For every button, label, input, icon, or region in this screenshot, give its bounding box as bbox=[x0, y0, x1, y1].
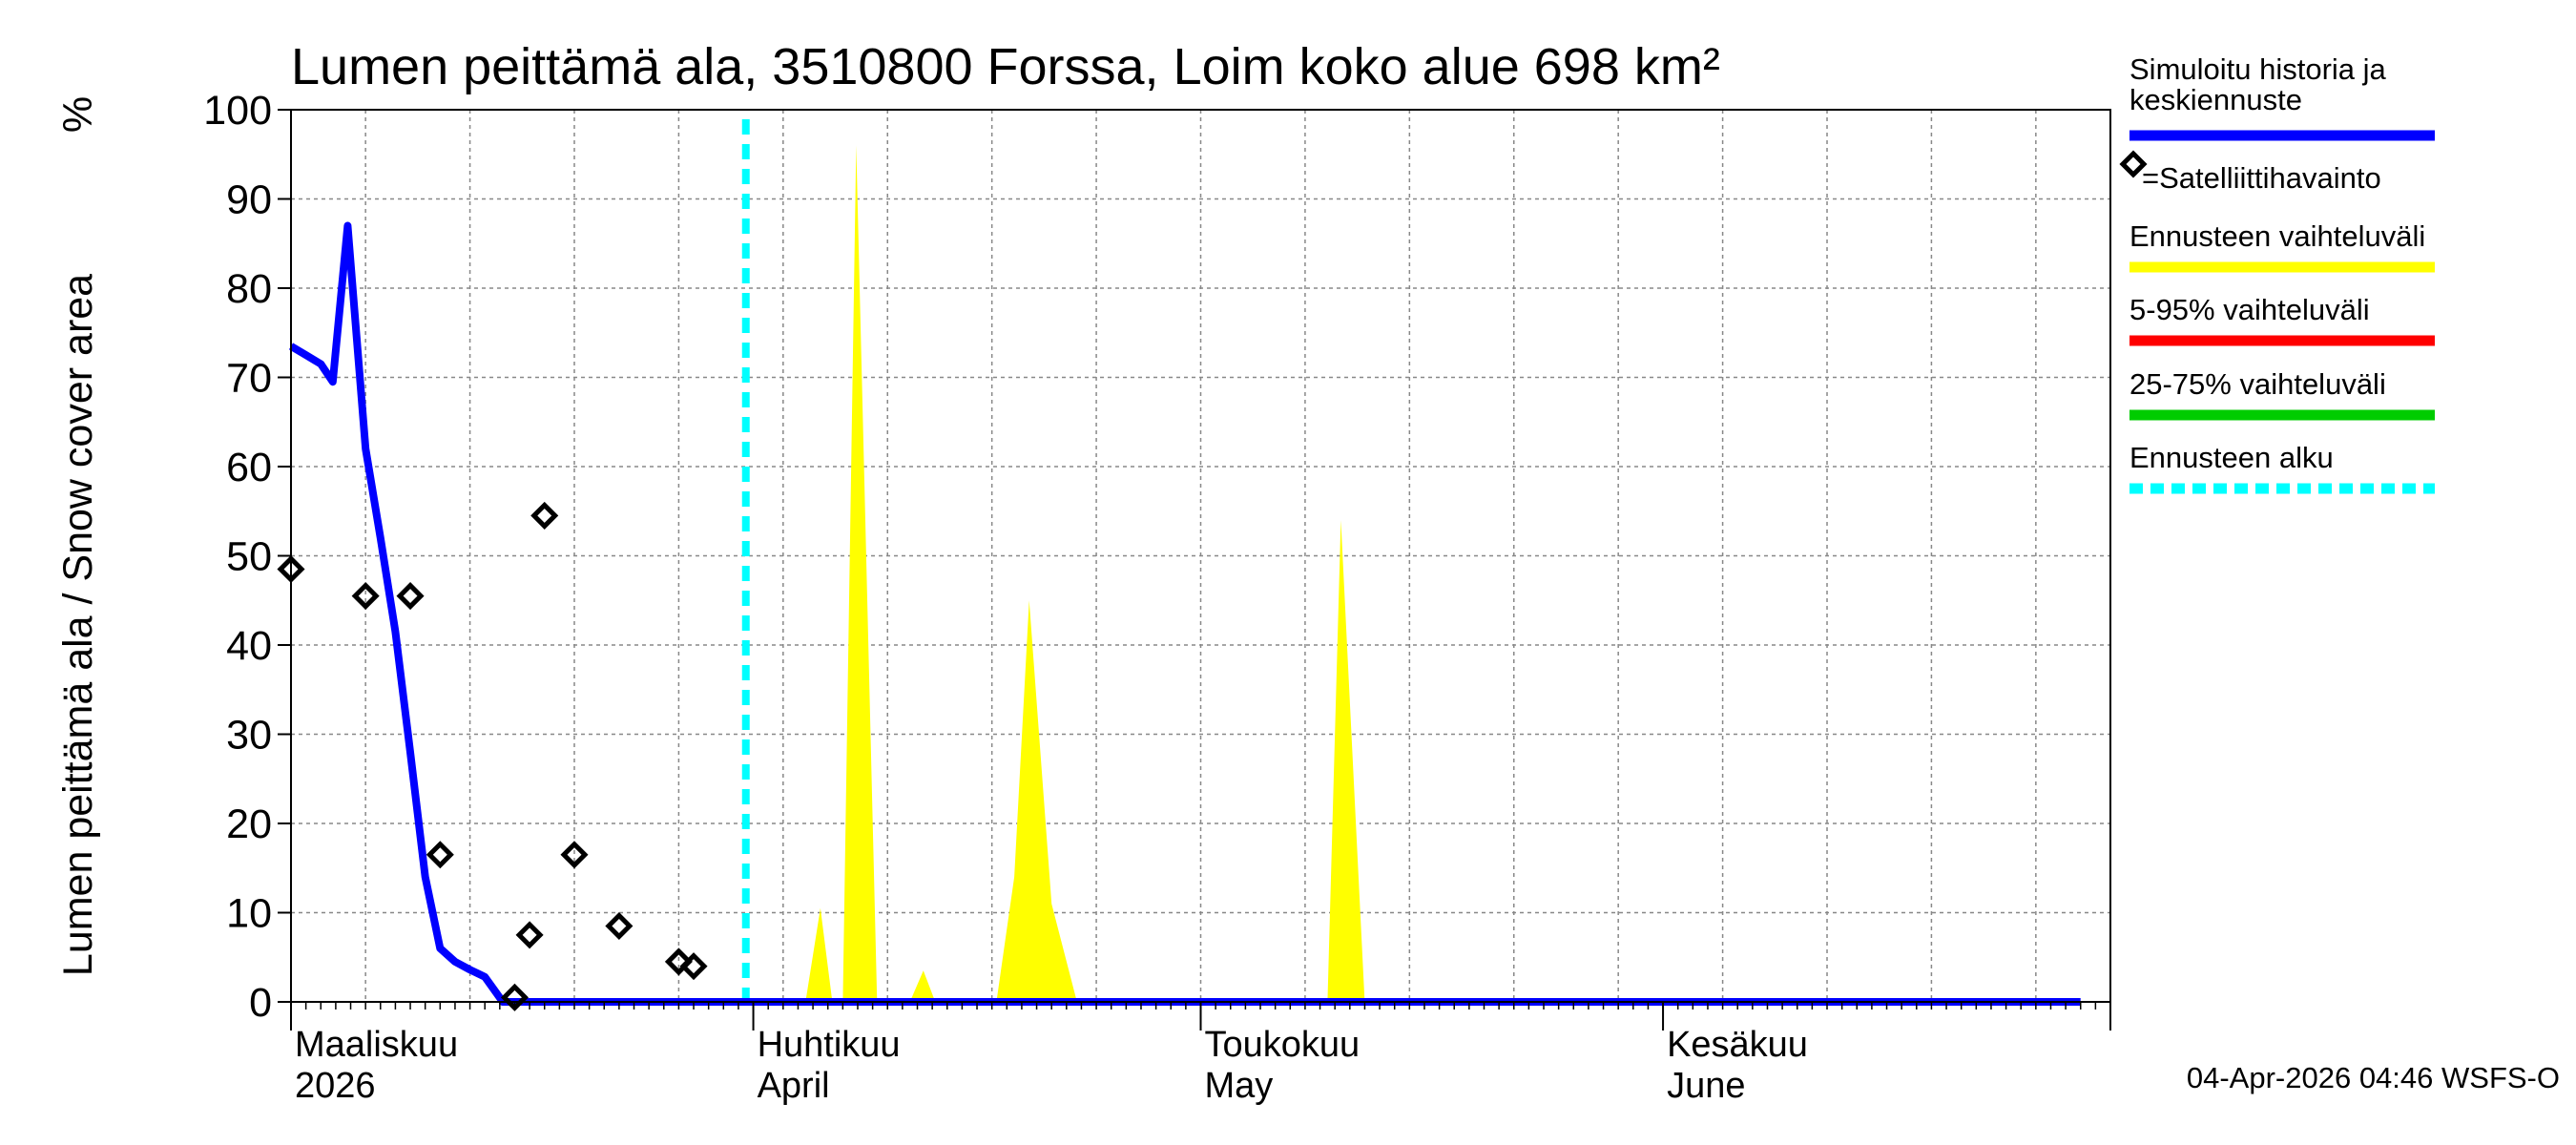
legend-label: Ennusteen alku bbox=[2129, 441, 2334, 474]
legend-label: =Satelliittihavainto bbox=[2142, 161, 2381, 195]
legend-label: 5-95% vaihteluväli bbox=[2129, 293, 2370, 326]
observation-markers bbox=[277, 501, 708, 1011]
observation-marker bbox=[515, 921, 544, 949]
grid-lines bbox=[291, 109, 2110, 1003]
legend-label: 25-75% vaihteluväli bbox=[2129, 367, 2386, 401]
y-tick-label: 20 bbox=[226, 802, 272, 847]
chart-title: Lumen peittämä ala, 3510800 Forssa, Loim… bbox=[291, 38, 1720, 95]
y-tick-label: 40 bbox=[226, 623, 272, 669]
observation-marker bbox=[351, 582, 380, 611]
observation-marker bbox=[679, 952, 708, 981]
month-label: Maaliskuu bbox=[295, 1025, 458, 1065]
series-lines bbox=[288, 119, 2081, 1006]
y-tick-label: 100 bbox=[203, 88, 272, 134]
legend-label: Ennusteen vaihteluväli bbox=[2129, 219, 2425, 253]
forecast-range-area bbox=[805, 145, 1365, 1002]
observation-marker bbox=[530, 501, 559, 530]
month-label: Huhtikuu bbox=[758, 1025, 901, 1065]
y-tick-label: 10 bbox=[226, 891, 272, 937]
legend-label: keskiennuste bbox=[2129, 83, 2302, 116]
y-tick-label: 90 bbox=[226, 177, 272, 223]
month-sublabel: 2026 bbox=[295, 1066, 376, 1106]
y-axis-label: Lumen peittämä ala / Snow cover area bbox=[55, 274, 101, 976]
observation-marker bbox=[664, 947, 693, 976]
observation-marker bbox=[396, 582, 425, 611]
observation-marker bbox=[605, 911, 634, 941]
legend-label: Simuloitu historia ja bbox=[2129, 52, 2387, 86]
y-tick-label: 60 bbox=[226, 445, 272, 490]
observation-marker bbox=[426, 841, 454, 869]
y-axis-unit: % bbox=[55, 96, 101, 133]
month-sublabel: May bbox=[1205, 1066, 1274, 1106]
timestamp-footer: 04-Apr-2026 04:46 WSFS-O bbox=[2187, 1061, 2560, 1094]
y-tick-label: 70 bbox=[226, 356, 272, 402]
y-tick-label: 30 bbox=[226, 713, 272, 759]
simulated-mean-line bbox=[288, 221, 2081, 1006]
month-sublabel: June bbox=[1667, 1066, 1745, 1106]
observation-marker bbox=[560, 841, 589, 869]
y-tick-label: 80 bbox=[226, 266, 272, 312]
y-tick-label: 0 bbox=[249, 980, 272, 1026]
month-label: Toukokuu bbox=[1205, 1025, 1361, 1065]
legend-marker bbox=[2119, 150, 2148, 178]
month-sublabel: April bbox=[758, 1066, 830, 1106]
month-label: Kesäkuu bbox=[1667, 1025, 1808, 1065]
y-tick-label: 50 bbox=[226, 534, 272, 580]
forecast-range-areas bbox=[805, 145, 1365, 1002]
